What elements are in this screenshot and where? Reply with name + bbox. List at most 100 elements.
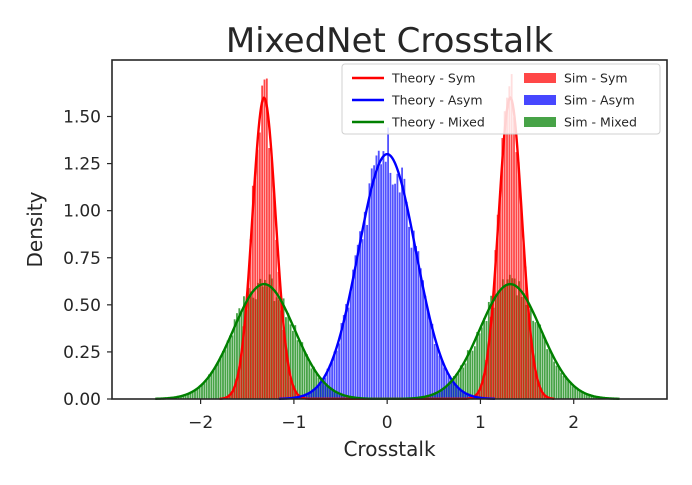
hist-bar <box>398 192 401 399</box>
y-tick-label: 0.75 <box>63 249 101 269</box>
hist-bar <box>389 172 392 399</box>
hist-bar <box>541 391 543 399</box>
hist-bar <box>317 385 320 399</box>
histogram-layer <box>168 74 607 400</box>
hist-bar <box>347 307 350 399</box>
hist-bar <box>380 164 382 399</box>
hist-bar <box>534 368 536 399</box>
hist-bar <box>517 162 520 399</box>
hist-bar <box>377 150 380 399</box>
hist-bar <box>189 393 192 399</box>
hist-bar <box>299 342 301 399</box>
hist-bar <box>553 361 556 399</box>
hist-bar <box>324 377 327 399</box>
legend-patch-swatch <box>524 73 556 83</box>
legend-box <box>341 63 661 135</box>
hist-bar <box>217 361 220 399</box>
hist-bar <box>464 392 466 399</box>
hist-bar <box>326 368 329 399</box>
hist-bar <box>180 396 182 399</box>
hist-bar <box>583 392 586 399</box>
hist-bar <box>342 314 345 399</box>
legend-label: Theory - Asym <box>391 93 483 108</box>
hist-bar <box>265 78 268 399</box>
x-tick-label: −1 <box>281 413 306 433</box>
hist-bar <box>282 329 285 399</box>
hist-bar <box>401 167 403 399</box>
hist-bar <box>291 383 294 399</box>
hist-bar <box>464 363 467 399</box>
hist-bar <box>510 74 513 399</box>
hist-bar <box>314 388 317 399</box>
hist-bar <box>405 201 408 399</box>
hist-bar <box>524 266 527 399</box>
hist-bar <box>450 378 452 399</box>
hist-bar <box>431 323 434 399</box>
hist-bar <box>345 304 348 399</box>
hist-bar <box>461 392 464 399</box>
hist-bar <box>384 161 387 399</box>
hist-bar <box>483 317 486 399</box>
hist-bar <box>352 269 355 399</box>
hist-bar <box>471 350 474 399</box>
hist-bar <box>228 395 231 399</box>
hist-bar <box>447 376 450 399</box>
hist-bar <box>424 295 427 399</box>
hist-bar <box>396 173 399 399</box>
hist-bar <box>492 300 494 399</box>
hist-bar <box>438 355 441 399</box>
hist-bar <box>529 333 532 399</box>
hist-bar <box>289 377 292 399</box>
hist-bar <box>569 382 572 399</box>
hist-bar <box>503 111 506 399</box>
hist-bar <box>338 343 341 399</box>
hist-bar <box>557 366 560 399</box>
hist-bar <box>187 393 189 399</box>
hist-bar <box>275 239 278 399</box>
hist-bar <box>571 386 574 399</box>
hist-bar <box>499 191 501 399</box>
legend-patch-swatch <box>524 117 556 127</box>
hist-bar <box>548 349 551 399</box>
hist-bar <box>233 319 236 399</box>
hist-bar <box>506 97 508 399</box>
hist-bar <box>305 393 308 399</box>
hist-bar <box>513 117 515 399</box>
hist-bar <box>391 184 394 399</box>
hist-bar <box>335 350 338 399</box>
hist-bar <box>331 362 334 399</box>
hist-bar <box>394 183 396 399</box>
hist-bar <box>293 390 296 399</box>
y-tick-label: 0.00 <box>63 390 101 410</box>
hist-bar <box>340 323 343 399</box>
hist-bar <box>370 168 373 399</box>
hist-bar <box>443 367 445 399</box>
x-ticks: −2 −1 0 1 2 <box>188 399 579 433</box>
hist-bar <box>487 350 490 399</box>
hist-bar <box>457 387 459 399</box>
hist-bar <box>286 359 289 399</box>
hist-bar <box>531 352 534 399</box>
hist-bar <box>287 313 290 399</box>
hist-bar <box>485 359 487 399</box>
hist-bar <box>222 350 224 399</box>
hist-bar <box>476 332 479 399</box>
hist-bar <box>240 357 243 399</box>
hist-bar <box>536 323 539 399</box>
hist-bar <box>289 324 292 399</box>
hist-bar <box>459 390 462 399</box>
hist-bar <box>279 298 282 399</box>
hist-bar <box>494 250 497 399</box>
hist-bar <box>354 255 357 399</box>
hist-bar <box>247 282 250 399</box>
hist-bar <box>536 379 539 399</box>
legend-label: Sim - Asym <box>564 93 635 108</box>
hist-bar <box>382 151 385 399</box>
hist-bar <box>201 383 203 399</box>
hist-bar <box>564 376 567 399</box>
hist-bar <box>359 231 362 399</box>
hist-bar <box>436 345 438 399</box>
hist-bar <box>567 380 570 399</box>
hist-bar <box>462 367 465 399</box>
hist-bar <box>270 151 273 399</box>
